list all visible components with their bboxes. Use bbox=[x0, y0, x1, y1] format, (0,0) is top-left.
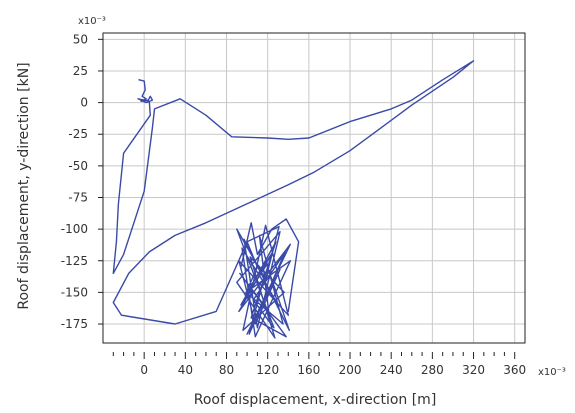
y-tick-label: -150 bbox=[61, 285, 88, 299]
x-tick-label: 0 bbox=[140, 363, 148, 377]
y-axis-title: Roof displacement, y-direction [kN] bbox=[16, 62, 32, 309]
y-tick-label: 0 bbox=[80, 96, 88, 110]
x-tick-label: 80 bbox=[219, 363, 234, 377]
y-tick-label: 25 bbox=[73, 64, 88, 78]
y-tick-label: -50 bbox=[68, 159, 88, 173]
x-axis-title: Roof displacement, x-direction [m] bbox=[194, 392, 437, 408]
grid bbox=[103, 33, 525, 343]
series-line bbox=[112, 60, 475, 339]
x-tick-label: 160 bbox=[297, 363, 320, 377]
x-tick-label: 360 bbox=[503, 363, 526, 377]
x-tick-label: 40 bbox=[178, 363, 193, 377]
y-tick-label: 50 bbox=[73, 32, 88, 46]
x-axis-exponent-label: x10⁻³ bbox=[538, 367, 566, 378]
x-tick-label: 280 bbox=[421, 363, 444, 377]
x-tick-label: 320 bbox=[462, 363, 485, 377]
series-layer bbox=[112, 60, 475, 339]
x-tick-label: 120 bbox=[256, 363, 279, 377]
plot-area-frame bbox=[102, 32, 526, 344]
y-tick-label: -100 bbox=[61, 222, 88, 236]
x-axis-ticks: 0 40 80 120 160 200 240 280 320 360 bbox=[112, 352, 526, 377]
x-tick-label: 200 bbox=[339, 363, 362, 377]
y-axis-ticks: 50 25 0 -25 -50 -75 -100 -125 -150 -175 bbox=[61, 32, 103, 331]
x-tick-label: 240 bbox=[380, 363, 403, 377]
y-tick-label: -25 bbox=[68, 127, 88, 141]
y-tick-label: -175 bbox=[61, 317, 88, 331]
y-axis-exponent-label: x10⁻³ bbox=[78, 16, 106, 27]
y-tick-label: -75 bbox=[68, 190, 88, 204]
y-tick-label: -125 bbox=[61, 254, 88, 268]
